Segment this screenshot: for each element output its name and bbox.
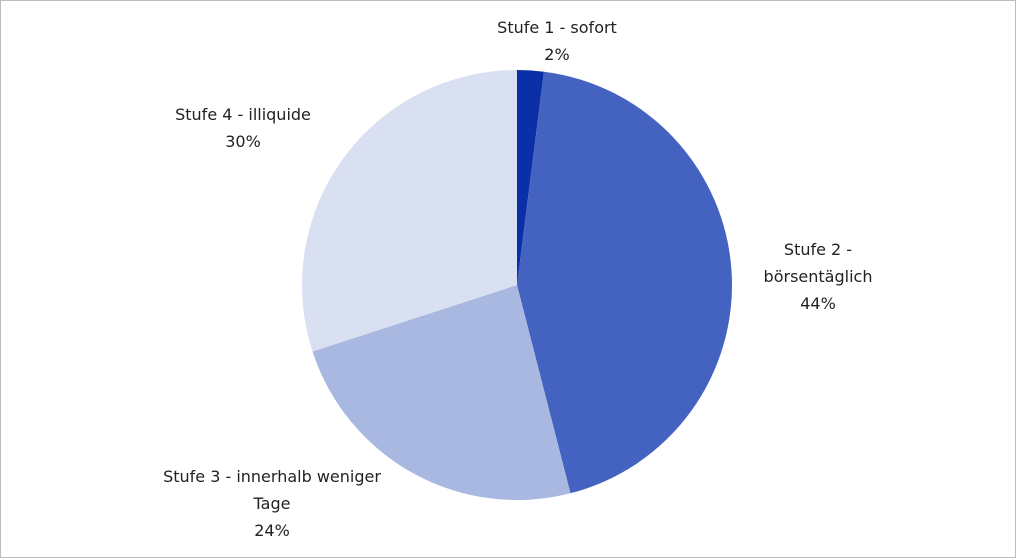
value-label: 24% <box>254 521 290 540</box>
pie-slice <box>312 285 571 501</box>
pie-slice <box>517 71 732 494</box>
value-label: 30% <box>225 132 261 151</box>
category-label: Stufe 3 - innerhalb weniger Tage <box>163 467 381 513</box>
category-label: Stufe 2 - börsentäglich <box>763 240 873 286</box>
slice-label: Stufe 2 - börsentäglich 44% <box>748 236 888 317</box>
slice-label: Stufe 4 - illiquide 30% <box>133 101 353 155</box>
pie-slice <box>302 70 517 352</box>
slice-label: Stufe 3 - innerhalb weniger Tage 24% <box>162 463 382 544</box>
slice-label: Stufe 1 - sofort 2% <box>447 14 667 68</box>
category-label: Stufe 4 - illiquide <box>175 105 311 124</box>
pie-slice <box>517 70 544 285</box>
category-label: Stufe 1 - sofort <box>497 18 617 37</box>
value-label: 2% <box>544 45 570 64</box>
value-label: 44% <box>800 294 836 313</box>
